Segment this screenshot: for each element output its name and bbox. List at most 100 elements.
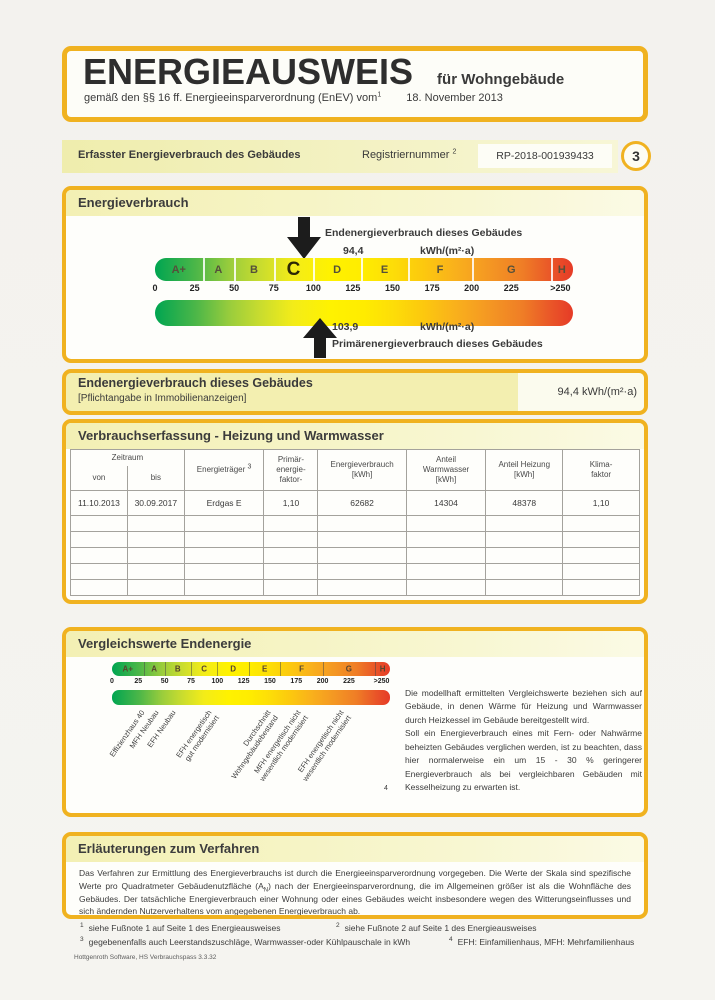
table-cell: 14304 <box>405 490 487 516</box>
energy-class-A+: A+ <box>171 263 186 276</box>
scale-axis: 0 25 50 75 100 125 150 175 200 225 >250 <box>152 283 573 295</box>
energy-class-C: C <box>286 258 301 280</box>
energy-class-H: H <box>557 263 566 276</box>
registry-number-label: Registriernummer 2 <box>362 148 457 161</box>
axis-tick: 100 <box>211 678 224 685</box>
comparison-paragraph-2: Soll ein Energieverbrauch eines mit Fern… <box>405 728 642 792</box>
axis-tick: 200 <box>464 283 480 293</box>
table-cell: 30.09.2017 <box>126 490 185 516</box>
energy-consumption-section: Energieverbrauch Endenergieverbrauch die… <box>62 186 648 363</box>
page-subtitle: für Wohngebäude <box>437 71 565 88</box>
end-energy-label: Endenergieverbrauch dieses Gebäudes <box>325 227 523 239</box>
footnotes: 1 siehe Fußnote 1 auf Seite 1 des Energie… <box>74 922 652 951</box>
law-date: 18. November 2013 <box>406 92 503 104</box>
table-cell: Erdgas E <box>183 490 265 516</box>
col-header-klimafaktor: Klima-faktor <box>562 449 640 491</box>
class-letter-bar: A+ A B C D E F G H <box>112 662 390 676</box>
primary-energy-unit: kWh/(m²·a) <box>420 321 475 333</box>
axis-tick: 0 <box>110 678 114 685</box>
col-header-anteil-warmwasser: Anteil Warmwasser [kWh] <box>405 449 487 491</box>
registry-bar-title: Erfasster Energieverbrauch des Gebäudes <box>78 149 301 161</box>
col-header-energieverbrauch: Energieverbrauch [kWh] <box>317 449 407 491</box>
footnote-1: 1 siehe Fußnote 1 auf Seite 1 des Energie… <box>80 922 281 933</box>
axis-tick: 175 <box>424 283 440 293</box>
axis-tick: 50 <box>229 283 240 293</box>
col-header-bis: bis <box>126 466 185 491</box>
section-title: Vergleichswerte Endenergie <box>66 631 644 657</box>
axis-tick: 50 <box>160 678 169 685</box>
axis-tick: 75 <box>187 678 195 685</box>
energy-class-D: D <box>230 664 236 674</box>
end-energy-value: 94,4 <box>343 245 364 257</box>
axis-tick: 175 <box>290 678 303 685</box>
col-header-von: von <box>70 466 128 491</box>
end-energy-arrow-icon <box>287 217 322 264</box>
table-row-empty <box>70 531 640 548</box>
table-row-empty <box>70 547 640 564</box>
table-row-empty <box>70 515 640 532</box>
energy-class-E: E <box>380 263 389 276</box>
mandatory-note: [Pflichtangabe in Immobilienanzeigen] <box>78 393 247 404</box>
col-header-zeitraum: Zeitraum <box>70 449 185 466</box>
energy-class-A: A <box>151 664 157 674</box>
end-energy-band-value: 94,4 kWh/(m²·a) <box>518 373 644 411</box>
energy-class-E: E <box>262 664 268 674</box>
axis-tick: 225 <box>343 678 355 685</box>
axis-tick: 0 <box>152 283 158 293</box>
header-title-row: ENERGIEAUSWEIS für Wohngebäude <box>67 51 643 92</box>
gradient-bar <box>155 300 573 326</box>
end-energy-band-section: Endenergieverbrauch dieses Gebäudes [Pfl… <box>62 369 648 415</box>
scale-axis: 0 25 50 75 100 125 150 175 200 225 >250 <box>110 678 390 687</box>
axis-tick: 150 <box>384 283 401 293</box>
energy-class-scale: A+ A B C D E F G H 0 25 50 75 100 125 150 175 200 225 >250 <box>152 217 573 358</box>
axis-tick: 75 <box>268 283 279 293</box>
registry-number-box: RP-2018-001939433 <box>478 144 612 168</box>
registry-bar: Erfasster Energieverbrauch des Gebäudes … <box>62 140 618 173</box>
table-cell: 48378 <box>485 490 564 516</box>
axis-tick: 200 <box>316 678 329 685</box>
class-letter-bar: A+ A B C D E F G H <box>155 258 573 281</box>
energy-class-H: H <box>379 664 386 674</box>
section-title: Erläuterungen zum Verfahren <box>66 836 644 862</box>
energy-class-A: A <box>214 263 223 276</box>
comparison-footnote-ref: 4 <box>384 785 388 792</box>
col-header-energietraeger: Energieträger 3 <box>183 449 265 491</box>
energy-class-G: G <box>345 664 353 674</box>
energy-scale-area: Endenergieverbrauch dieses Gebäudes 94,4… <box>66 216 644 359</box>
axis-tick: >250 <box>373 678 390 685</box>
axis-tick: 125 <box>237 678 250 685</box>
energy-class-F: F <box>299 664 304 674</box>
energy-class-A+: A+ <box>122 664 134 674</box>
table-cell: 62682 <box>317 490 407 516</box>
comparison-text: Die modellhaft ermittelten Vergleichswer… <box>405 687 642 794</box>
consumption-table: Zeitraum Energieträger 3 Primär-energie-… <box>70 449 640 596</box>
axis-tick: >250 <box>550 283 571 293</box>
table-cell: 11.10.2013 <box>70 490 128 516</box>
header-box: ENERGIEAUSWEIS für Wohngebäude gemäß den… <box>62 46 648 122</box>
comparison-section: Vergleichswerte Endenergie A+ A B C D E F G H 0 2… <box>62 627 648 817</box>
table-row-empty <box>70 563 640 580</box>
comparison-body: A+ A B C D E F G H 0 25 50 75 100 125 150 175 200 225 >250… <box>66 657 644 813</box>
primary-energy-label: Primärenergieverbrauch dieses Gebäudes <box>332 338 543 350</box>
axis-tick: 100 <box>305 283 321 293</box>
col-header-anteil-heizung: Anteil Heizung [kWh] <box>485 449 564 491</box>
law-reference: gemäß den §§ 16 ff. Energieeinsparverord… <box>84 92 378 104</box>
table-cell: 1,10 <box>562 490 640 516</box>
energy-class-D: D <box>333 263 342 276</box>
energy-class-G: G <box>506 263 516 276</box>
axis-tick: 25 <box>189 283 200 293</box>
comparison-label-zone: Effizienzhaus 40 MFH Neubau EFH Neubau EFH … <box>108 708 390 811</box>
energy-class-B: B <box>249 263 258 276</box>
law-line: gemäß den §§ 16 ff. Energieeinsparverord… <box>67 91 643 104</box>
software-credit: Hottgenroth Software, HS Verbrauchspass … <box>74 954 217 961</box>
col-header-primaerfaktor: Primär-energie-faktor- <box>263 449 319 491</box>
page-number-badge: 3 <box>621 141 651 171</box>
footnote-4: 4 EFH: Einfamilienhaus, MFH: Mehrfamilien… <box>449 936 635 947</box>
gradient-bar <box>112 690 390 705</box>
axis-tick: 125 <box>345 283 361 293</box>
table-row: 11.10.2013 30.09.2017 Erdgas E 1,10 62682 143… <box>70 490 640 516</box>
law-footnote-ref: 1 <box>377 91 382 99</box>
section-title: Energieverbrauch <box>66 190 644 216</box>
end-energy-band-title: Endenergieverbrauch dieses Gebäudes <box>78 376 313 390</box>
